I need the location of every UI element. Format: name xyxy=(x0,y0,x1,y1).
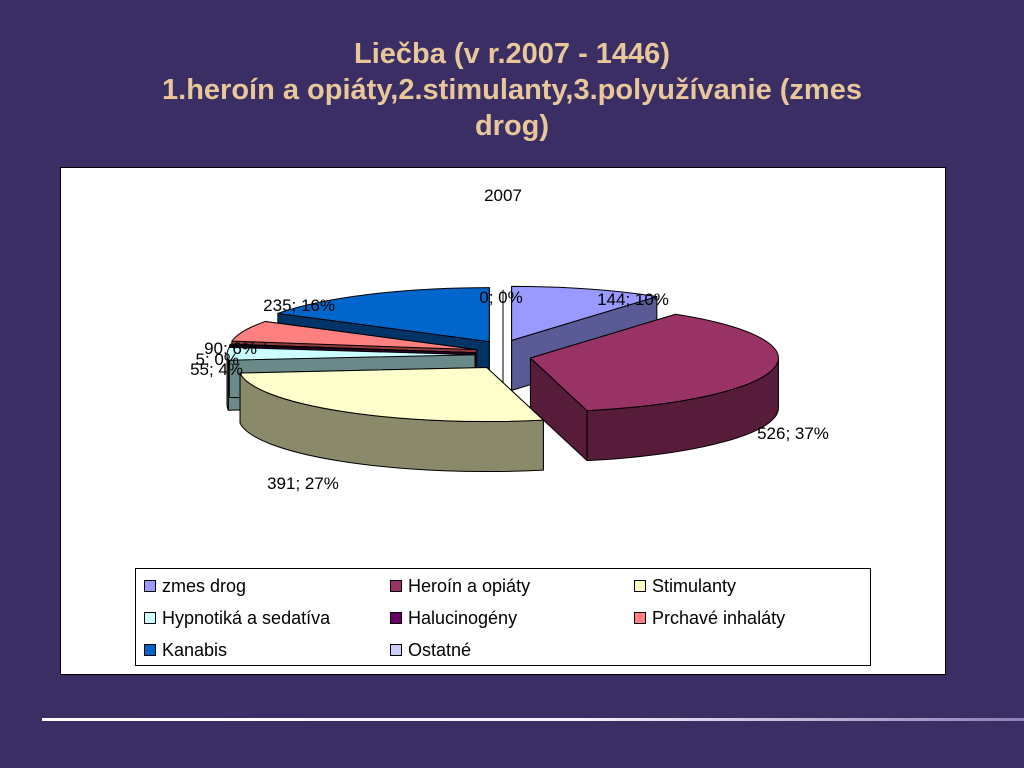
legend-swatch xyxy=(144,644,156,656)
pie-slices xyxy=(226,285,779,473)
legend-label: Heroín a opiáty xyxy=(408,575,531,596)
legend-label: Kanabis xyxy=(162,639,228,660)
pie-slice-top-zmes-drog xyxy=(511,285,658,341)
pie-chart: 2007 144; 10% 526; 37% 391; 27% 55; 4%5; 0%… xyxy=(190,186,829,493)
slide-title: Liečba (v r.2007 - 1446) 1.heroín a opiá… xyxy=(60,36,964,144)
pie-slice-heroin-a-opiaty xyxy=(529,313,779,462)
legend-swatch xyxy=(634,612,646,624)
chart-area: 2007 144; 10% 526; 37% 391; 27% 55; 4% 5; 0%… xyxy=(60,167,946,675)
legend-item-stimulanty: Stimulanty xyxy=(634,575,736,597)
legend-item-zmes-drog: zmes drog xyxy=(144,575,246,597)
legend-item-ostatne: Ostatné xyxy=(390,639,471,661)
legend-label: Prchavé inhaláty xyxy=(652,607,786,628)
legend-swatch xyxy=(144,612,156,624)
data-label-ostatne: 0; 0% xyxy=(479,288,522,307)
slide-title-line-2: 1.heroín a opiáty,2.stimulanty,3.polyuží… xyxy=(162,74,862,106)
legend-item-heroin-a-opiaty: Heroín a opiáty xyxy=(390,575,530,597)
pie-slice-stimulanty xyxy=(239,367,544,473)
chart-legend: zmes drog Heroín a opiáty Stimulanty Hypnot… xyxy=(135,568,871,666)
data-labels: 144; 10% 526; 37% 391; 27% 55; 4%5; 0%90; 6… xyxy=(190,288,829,493)
legend-swatch xyxy=(144,580,156,592)
data-label-heroin-a-opiaty: 526; 37% xyxy=(757,424,829,443)
legend-swatch xyxy=(634,580,646,592)
legend-swatch xyxy=(390,612,402,624)
legend-label: Ostatné xyxy=(408,639,472,660)
data-label-hypnotika-a-sedativa: 55; 4% xyxy=(190,360,243,379)
data-label-stimulanty: 391; 27% xyxy=(267,474,339,493)
legend-label: Stimulanty xyxy=(652,575,737,596)
legend-swatch xyxy=(390,644,402,656)
data-label-prchave-inhalaty: 90; 6% xyxy=(204,339,257,358)
legend-label: zmes drog xyxy=(162,575,247,596)
legend-swatch xyxy=(390,580,402,592)
pie-slice-top-kanabis xyxy=(277,287,490,343)
pie-slice-top-hypnotika-a-sedativa xyxy=(226,346,476,361)
data-label-zmes-drog: 144; 10% xyxy=(597,290,669,309)
bottom-divider xyxy=(42,718,1024,721)
legend-label: Hypnotiká a sedatíva xyxy=(162,607,331,628)
pie-slice-top-heroin-a-opiaty xyxy=(529,313,779,412)
pie-slice-top-halucinogeny xyxy=(229,343,476,354)
pie-slice-top-stimulanty xyxy=(239,367,544,423)
legend-item-prchave-inhalaty: Prchavé inhaláty xyxy=(634,607,785,629)
legend-item-kanabis: Kanabis xyxy=(144,639,227,661)
pie-slice-top-prchave-inhalaty xyxy=(231,320,478,351)
legend-label: Halucinogény xyxy=(408,607,518,628)
slide-title-line-1: Liečba (v r.2007 - 1446) xyxy=(354,38,670,70)
chart-title: 2007 xyxy=(484,186,522,205)
legend-item-hypnotika-a-sedativa: Hypnotiká a sedatíva xyxy=(144,607,330,629)
slide-title-line-3: drog) xyxy=(474,110,550,142)
data-label-halucinogeny: 5; 0% xyxy=(196,350,239,369)
data-label-kanabis: 235; 16% xyxy=(263,296,335,315)
legend-item-halucinogeny: Halucinogény xyxy=(390,607,517,629)
